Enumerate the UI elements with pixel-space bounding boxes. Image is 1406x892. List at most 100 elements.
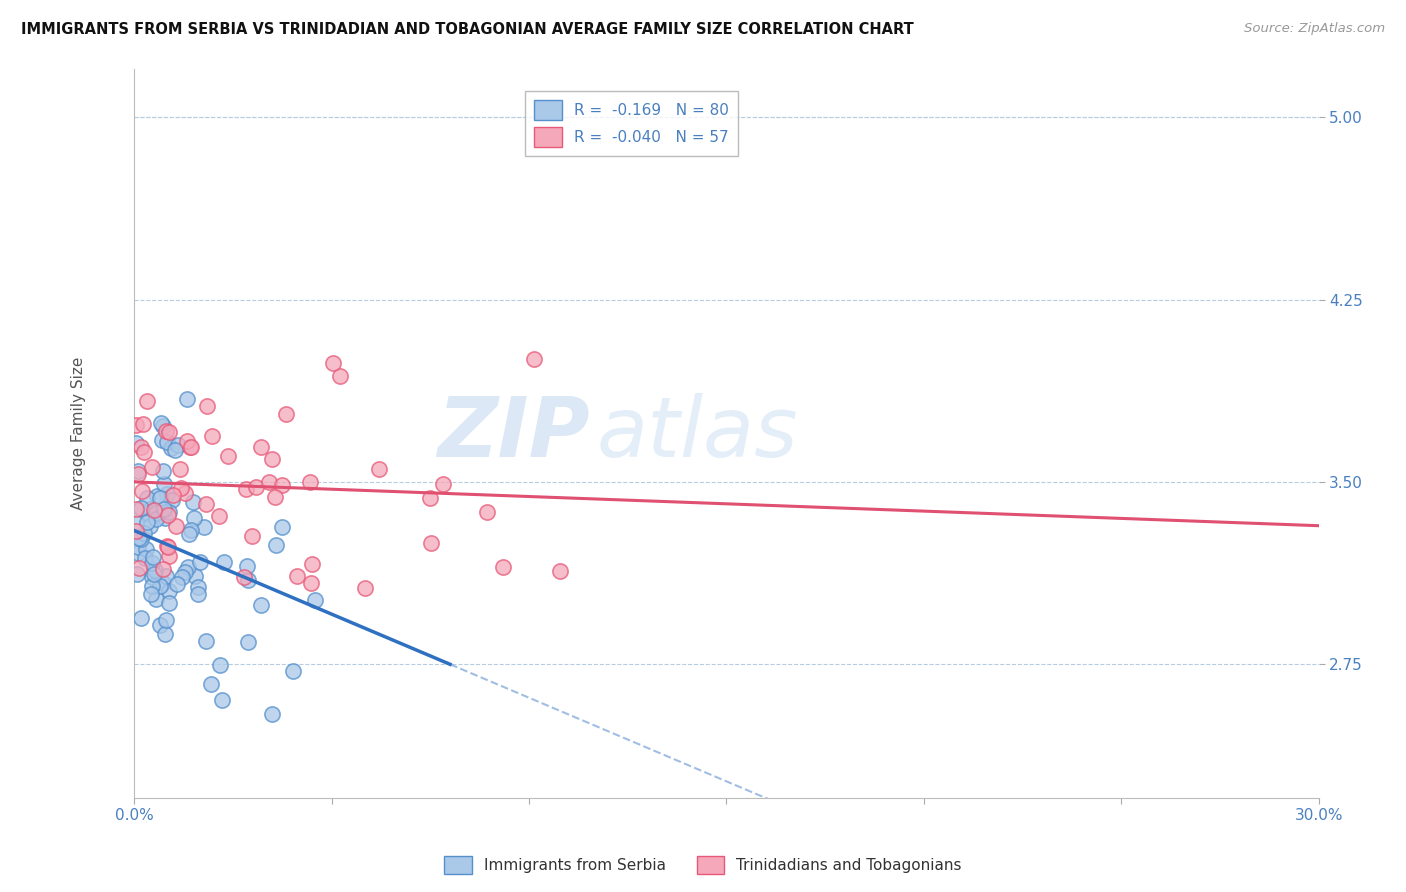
- Point: [550, 564, 572, 578]
- Point: [193, 520, 215, 534]
- Point: [127, 540, 149, 554]
- Point: [523, 351, 546, 366]
- Point: [141, 570, 163, 584]
- Point: [240, 529, 263, 543]
- Point: [157, 425, 180, 439]
- Point: [211, 693, 233, 707]
- Point: [207, 508, 229, 523]
- Point: [169, 462, 191, 476]
- Point: [156, 540, 179, 554]
- Point: [260, 706, 283, 721]
- Point: [166, 577, 188, 591]
- Point: [187, 587, 209, 601]
- Point: [142, 502, 165, 516]
- Point: [187, 580, 209, 594]
- Legend: R =  -0.169   N = 80, R =  -0.040   N = 57: R = -0.169 N = 80, R = -0.040 N = 57: [526, 91, 738, 156]
- Point: [236, 573, 259, 587]
- Point: [298, 475, 321, 490]
- Point: [195, 634, 218, 648]
- Point: [184, 568, 207, 582]
- Point: [492, 559, 515, 574]
- Point: [156, 435, 179, 450]
- Point: [179, 440, 201, 454]
- Point: [165, 519, 187, 533]
- Point: [149, 491, 172, 505]
- Point: [125, 516, 148, 530]
- Text: atlas: atlas: [596, 392, 797, 474]
- Point: [170, 481, 193, 495]
- Point: [250, 440, 273, 454]
- Point: [149, 579, 172, 593]
- Point: [127, 467, 149, 481]
- Point: [129, 532, 152, 546]
- Point: [159, 505, 181, 519]
- Point: [134, 551, 156, 566]
- Point: [176, 434, 198, 448]
- Point: [195, 399, 218, 413]
- Point: [166, 438, 188, 452]
- Point: [162, 488, 184, 502]
- Point: [143, 564, 166, 578]
- Point: [217, 449, 239, 463]
- Point: [180, 523, 202, 537]
- Point: [141, 460, 163, 475]
- Point: [212, 556, 235, 570]
- Point: [299, 575, 322, 590]
- Text: IMMIGRANTS FROM SERBIA VS TRINIDADIAN AND TOBAGONIAN AVERAGE FAMILY SIZE CORRELA: IMMIGRANTS FROM SERBIA VS TRINIDADIAN AN…: [21, 22, 914, 37]
- Point: [128, 561, 150, 575]
- Point: [201, 429, 224, 443]
- Point: [209, 658, 232, 673]
- Point: [432, 477, 454, 491]
- Point: [257, 475, 280, 489]
- Point: [156, 539, 179, 553]
- Point: [145, 512, 167, 526]
- Point: [153, 627, 176, 641]
- Legend: Immigrants from Serbia, Trinidadians and Tobagonians: Immigrants from Serbia, Trinidadians and…: [439, 850, 967, 880]
- Point: [149, 416, 172, 430]
- Point: [420, 536, 443, 550]
- Point: [170, 570, 193, 584]
- Point: [353, 581, 375, 595]
- Point: [142, 549, 165, 564]
- Point: [174, 565, 197, 579]
- Point: [177, 559, 200, 574]
- Point: [135, 491, 157, 506]
- Point: [157, 596, 180, 610]
- Point: [125, 501, 148, 516]
- Point: [260, 451, 283, 466]
- Point: [141, 556, 163, 570]
- Point: [160, 493, 183, 508]
- Point: [153, 511, 176, 525]
- Point: [368, 462, 391, 476]
- Point: [163, 443, 186, 458]
- Point: [135, 541, 157, 556]
- Point: [236, 634, 259, 648]
- Text: ZIP: ZIP: [437, 392, 591, 474]
- Point: [129, 500, 152, 515]
- Point: [152, 575, 174, 590]
- Y-axis label: Average Family Size: Average Family Size: [72, 357, 86, 510]
- Point: [281, 664, 304, 678]
- Point: [135, 393, 157, 408]
- Point: [150, 433, 173, 447]
- Point: [141, 579, 163, 593]
- Point: [148, 618, 170, 632]
- Point: [139, 502, 162, 516]
- Point: [153, 477, 176, 491]
- Point: [152, 502, 174, 516]
- Point: [131, 440, 153, 454]
- Point: [131, 417, 153, 431]
- Point: [155, 569, 177, 583]
- Point: [264, 490, 287, 504]
- Point: [235, 482, 257, 496]
- Point: [128, 531, 150, 545]
- Point: [125, 524, 148, 539]
- Point: [270, 520, 292, 534]
- Point: [138, 507, 160, 521]
- Point: [146, 489, 169, 503]
- Point: [419, 491, 441, 505]
- Point: [285, 569, 308, 583]
- Point: [157, 584, 180, 599]
- Point: [152, 562, 174, 576]
- Point: [180, 440, 202, 454]
